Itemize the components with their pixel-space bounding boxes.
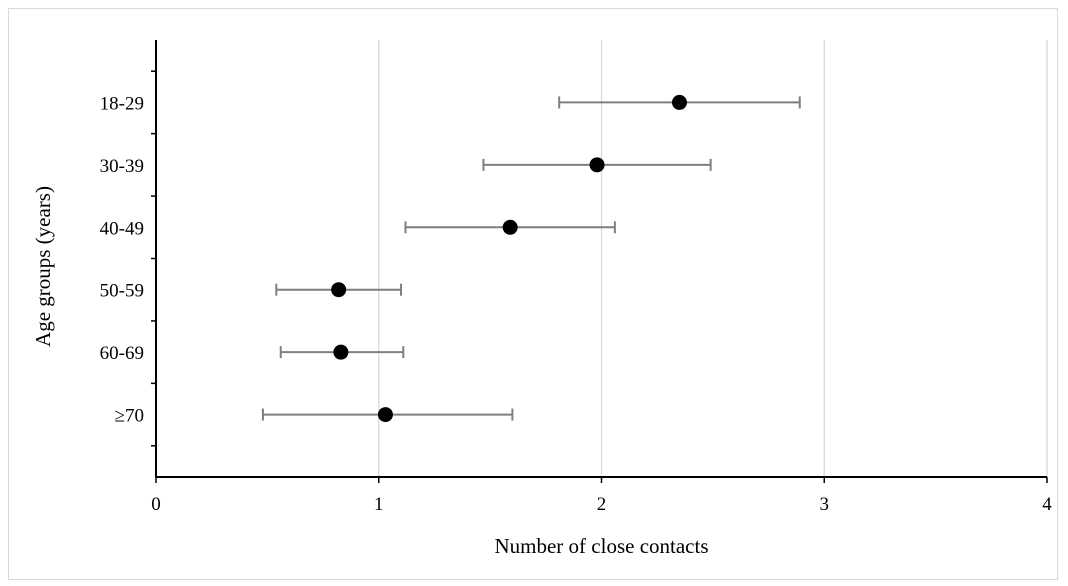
- data-point: [331, 282, 347, 298]
- y-axis-title: Age groups (years): [31, 186, 55, 347]
- gridlines: [378, 40, 1048, 477]
- x-tick-label: 3: [820, 494, 830, 515]
- data-points: [331, 94, 687, 423]
- data-point: [502, 219, 518, 235]
- y-category-label: 18-29: [100, 93, 144, 114]
- x-axis-title: Number of close contacts: [494, 534, 708, 558]
- data-point: [589, 157, 605, 173]
- data-point: [333, 344, 349, 360]
- y-category-label: 50-59: [100, 281, 144, 302]
- y-axis-ticks: 18-29 30-39 40-49 50-59 60-69 ≥70: [100, 70, 156, 447]
- x-tick-label: 0: [151, 494, 161, 515]
- y-category-label: 40-49: [100, 218, 144, 239]
- chart-frame: [8, 8, 1058, 580]
- x-tick-label: 4: [1042, 494, 1052, 515]
- x-tick-label: 2: [597, 494, 607, 515]
- error-bars: [261, 96, 801, 421]
- y-category-label: 60-69: [100, 343, 144, 364]
- x-axis-ticks: 0 1 2 3 4: [151, 477, 1052, 515]
- y-category-label: 30-39: [100, 156, 144, 177]
- data-point: [377, 407, 393, 423]
- x-tick-label: 1: [374, 494, 384, 515]
- data-point: [671, 94, 687, 110]
- y-category-label: ≥70: [115, 406, 144, 427]
